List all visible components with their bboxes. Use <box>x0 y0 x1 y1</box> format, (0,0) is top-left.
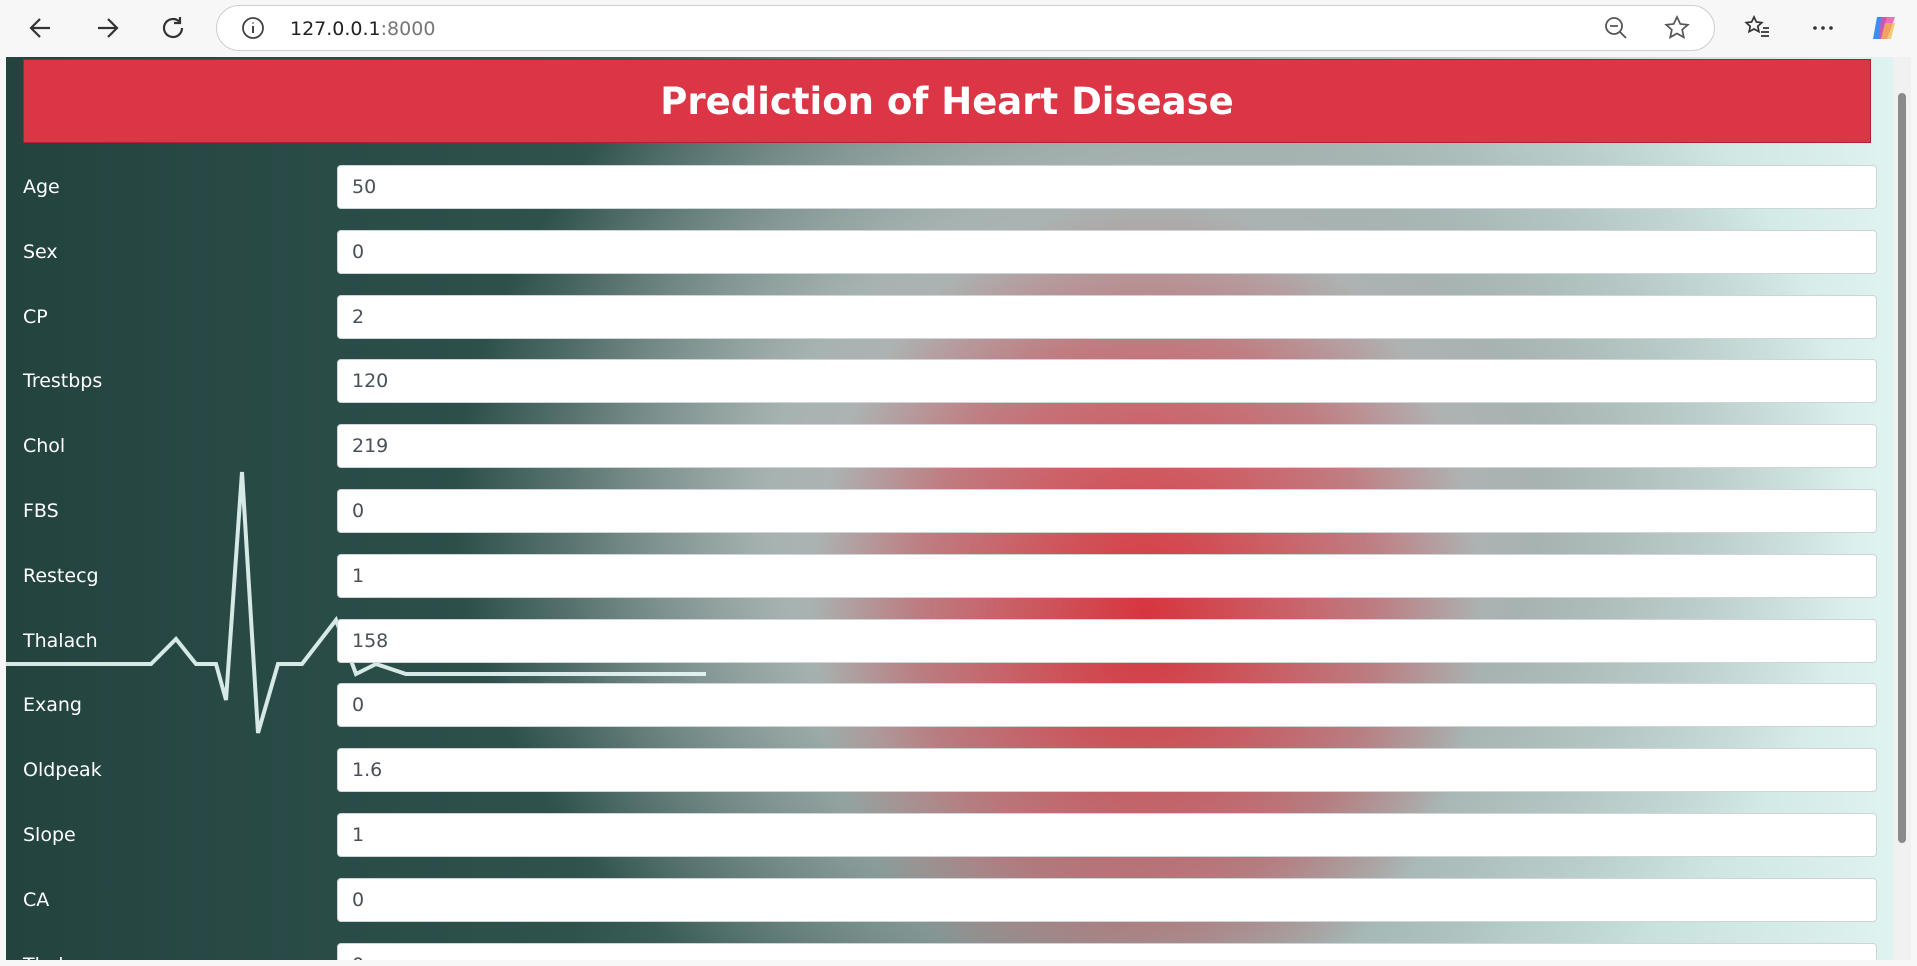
field-label: Thal <box>23 943 64 960</box>
field-label: Slope <box>23 824 76 846</box>
field-input[interactable]: 158 <box>337 618 1877 663</box>
address-bar[interactable]: 127.0.0.1:8000 <box>216 5 1715 51</box>
field-input[interactable]: 0 <box>337 229 1877 274</box>
favorite-icon[interactable] <box>1663 14 1691 42</box>
field-input[interactable]: 0 <box>337 877 1877 922</box>
back-button[interactable] <box>26 13 56 43</box>
field-label: Trestbps <box>23 370 103 393</box>
field-label: Thalach <box>23 629 98 652</box>
field-input[interactable]: 0 <box>337 683 1877 728</box>
field-input[interactable]: 2 <box>337 294 1877 339</box>
page-content: Prediction of Heart Disease Age 50 Sex 0 CP 2… <box>6 57 1893 960</box>
field-label: Restecg <box>23 564 99 587</box>
zoom-icon[interactable] <box>1603 15 1629 41</box>
field-input[interactable]: 1 <box>337 553 1877 598</box>
url-port: :8000 <box>380 18 436 40</box>
field-label: CA <box>23 888 50 911</box>
site-info-icon[interactable] <box>240 15 266 41</box>
field-label: CP <box>23 305 48 328</box>
reload-button[interactable] <box>158 13 188 43</box>
field-label: Age <box>23 176 60 198</box>
field-input[interactable]: 0 <box>337 489 1877 533</box>
browser-toolbar: 127.0.0.1:8000 <box>0 0 1917 57</box>
scrollbar-thumb[interactable] <box>1898 93 1906 843</box>
field-input[interactable]: 1 <box>337 813 1877 857</box>
field-label: FBS <box>23 500 59 522</box>
scrollbar[interactable] <box>1893 57 1911 960</box>
url-host: 127.0.0.1 <box>290 18 381 40</box>
page-title: Prediction of Heart Disease <box>23 59 1871 143</box>
field-input[interactable]: 120 <box>337 359 1877 404</box>
field-label: Sex <box>23 240 58 263</box>
field-label: Chol <box>23 435 66 458</box>
background-ecg <box>6 471 706 734</box>
copilot-button[interactable] <box>1869 13 1899 43</box>
field-input[interactable]: 50 <box>337 165 1877 209</box>
url-text: 127.0.0.1:8000 <box>290 18 435 40</box>
field-input[interactable]: 1.6 <box>337 748 1877 793</box>
forward-button[interactable] <box>92 13 122 43</box>
menu-button[interactable] <box>1808 13 1838 43</box>
field-label: Oldpeak <box>23 759 102 782</box>
field-input[interactable]: 219 <box>337 424 1877 469</box>
field-input[interactable]: 0 <box>337 942 1877 960</box>
favorites-button[interactable] <box>1742 13 1772 43</box>
field-label: Exang <box>23 694 82 717</box>
